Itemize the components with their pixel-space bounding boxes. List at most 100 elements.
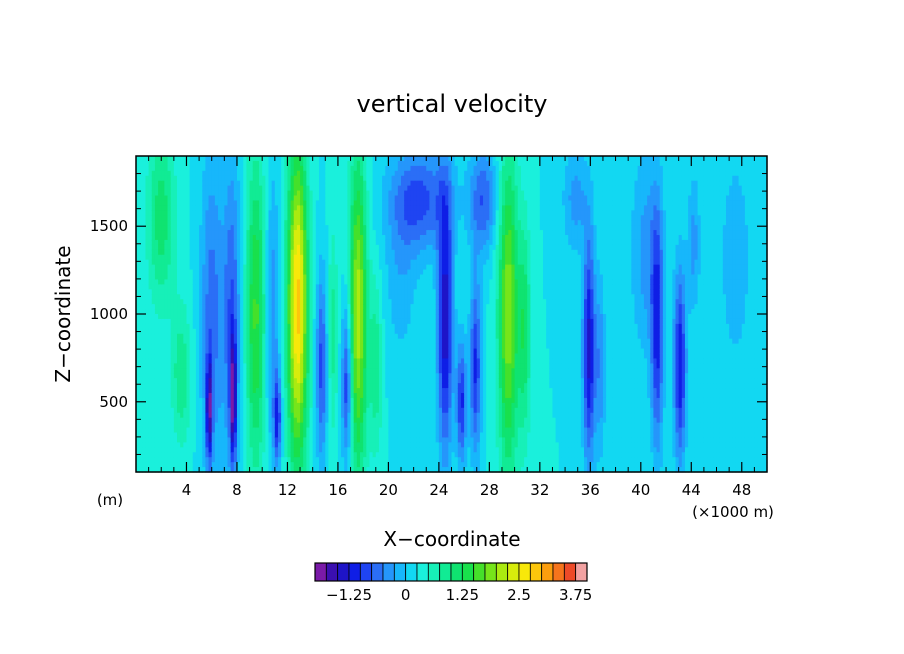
field-cell [315, 447, 320, 453]
field-cell [167, 417, 172, 424]
field-cell [350, 225, 355, 231]
field-cell [363, 328, 367, 335]
field-cell [265, 388, 270, 394]
field-cell [300, 180, 304, 187]
field-cell [218, 432, 222, 439]
field-cell [214, 333, 219, 340]
field-cell [347, 343, 352, 350]
field-cell [151, 323, 156, 330]
field-cell [290, 289, 295, 295]
field-cell [208, 200, 213, 206]
field-cell [322, 244, 326, 251]
field-cell [205, 205, 210, 211]
field-cell [199, 210, 203, 216]
field-cell [318, 378, 323, 384]
field-cell [208, 447, 213, 453]
field-cell [341, 264, 345, 271]
field-cell [303, 235, 307, 241]
field-cell [189, 299, 194, 305]
field-cell [262, 254, 266, 261]
field-cell [328, 432, 333, 439]
field-cell [277, 363, 282, 369]
field-cell [214, 170, 219, 177]
field-cell [192, 432, 197, 439]
field-cell [192, 318, 197, 325]
field-cell [218, 294, 222, 300]
field-cell [315, 338, 320, 345]
field-cell [293, 452, 298, 458]
field-cell [183, 309, 188, 315]
field-cell [142, 235, 147, 241]
field-cell [353, 318, 358, 325]
field-cell [199, 457, 203, 463]
field-cell [180, 343, 184, 350]
field-cell [243, 333, 248, 340]
field-cell [281, 249, 285, 256]
field-cell [356, 427, 361, 434]
field-cell [287, 343, 292, 350]
field-cell [151, 393, 156, 399]
field-cell [158, 299, 162, 305]
field-cell [158, 314, 162, 320]
field-cell [293, 289, 298, 295]
field-cell [296, 274, 301, 281]
field-cell [277, 249, 282, 256]
field-cell [158, 239, 162, 246]
field-cell [262, 289, 266, 295]
field-cell [271, 417, 276, 424]
field-cell [240, 452, 244, 458]
field-cell [224, 299, 229, 305]
field-cell [306, 427, 311, 434]
field-cell [353, 333, 358, 340]
field-cell [318, 338, 323, 345]
field-cell [265, 368, 270, 374]
field-cell [331, 220, 336, 226]
field-cell [180, 249, 184, 256]
field-cell [344, 304, 348, 310]
field-cell [265, 259, 270, 266]
field-cell [230, 259, 235, 266]
field-cell [218, 299, 222, 305]
field-cell [293, 402, 298, 409]
field-cell [300, 393, 304, 399]
field-cell [189, 378, 194, 384]
field-cell [322, 170, 326, 177]
field-cell [195, 407, 200, 414]
field-cell [315, 383, 320, 389]
field-cell [356, 343, 361, 350]
field-cell [199, 338, 203, 345]
field-cell [293, 363, 298, 369]
field-cell [328, 304, 333, 310]
field-cell [366, 239, 371, 246]
field-cell [148, 190, 153, 197]
field-cell [334, 180, 339, 187]
field-cell [208, 165, 213, 172]
field-cell [236, 447, 241, 453]
field-cell [252, 338, 257, 345]
field-cell [277, 269, 282, 276]
field-cell [224, 195, 229, 202]
field-cell [189, 442, 194, 448]
field-cell [214, 289, 219, 295]
field-cell [315, 442, 320, 448]
field-cell [274, 215, 279, 221]
field-cell [284, 180, 289, 187]
field-cell [249, 175, 254, 182]
field-cell [173, 363, 178, 369]
field-cell [139, 244, 143, 251]
field-cell [268, 249, 273, 256]
field-cell [303, 393, 307, 399]
field-cell [205, 447, 210, 453]
field-cell [344, 289, 348, 295]
field-cell [356, 180, 361, 187]
field-cell [173, 417, 178, 424]
field-cell [344, 447, 348, 453]
field-cell [145, 220, 150, 226]
field-cell [139, 215, 143, 221]
field-cell [186, 378, 191, 384]
field-cell [331, 373, 336, 379]
field-cell [186, 323, 191, 330]
field-cell [154, 180, 159, 187]
field-cell [208, 215, 213, 221]
field-cell [218, 333, 222, 340]
